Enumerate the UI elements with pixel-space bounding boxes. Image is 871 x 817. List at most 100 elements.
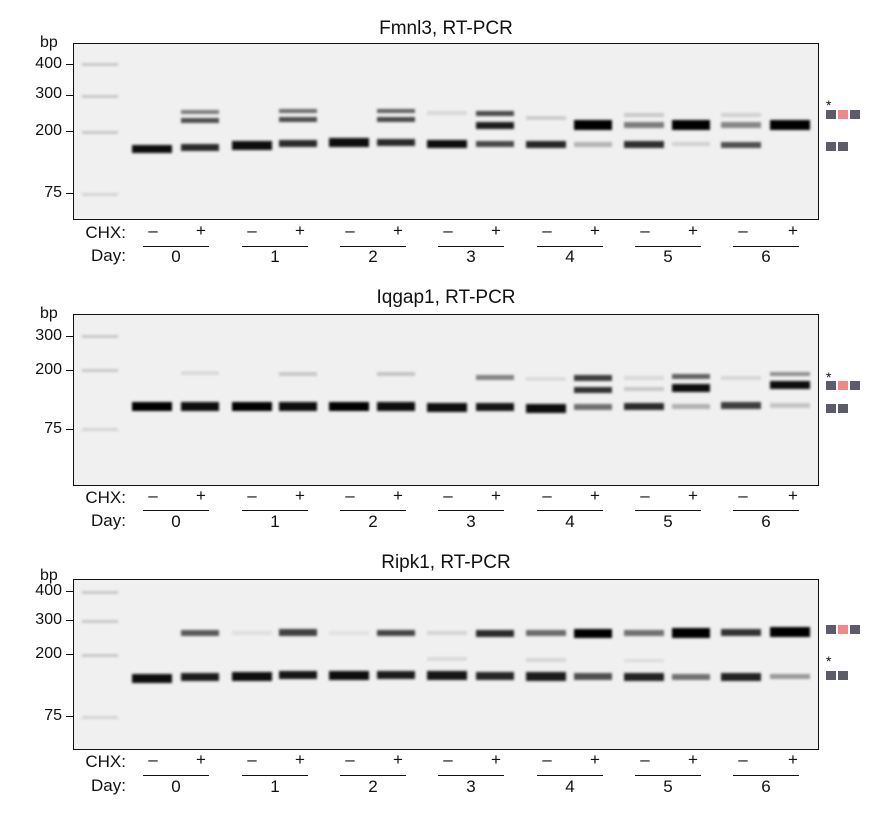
chx-sign: + bbox=[491, 221, 501, 240]
chx-sign: + bbox=[788, 750, 798, 769]
day-number: 2 bbox=[368, 512, 378, 531]
chx-sign: + bbox=[688, 221, 698, 240]
constitutive-exon bbox=[850, 625, 860, 634]
marker-tick bbox=[66, 95, 73, 96]
gel-panel-ripk1: Ripk1, RT-PCR bp 400 300 200 75 bbox=[0, 552, 871, 807]
day-underline bbox=[733, 510, 799, 511]
poison-exon bbox=[838, 110, 848, 119]
constitutive-exon bbox=[850, 110, 860, 119]
constitutive-exon bbox=[838, 671, 848, 680]
day-underline bbox=[537, 775, 603, 776]
day-number: 2 bbox=[368, 777, 378, 796]
chx-sign: – bbox=[345, 221, 355, 240]
day-underline bbox=[242, 510, 308, 511]
marker-label: 200 bbox=[35, 361, 62, 378]
day-number: 0 bbox=[171, 777, 181, 796]
constitutive-exon bbox=[826, 625, 836, 634]
day-number: 3 bbox=[466, 512, 476, 531]
day-underline bbox=[438, 246, 504, 247]
chx-sign: – bbox=[640, 486, 650, 505]
day-number: 5 bbox=[663, 247, 673, 266]
day-underline bbox=[635, 510, 701, 511]
exon-skipping-glyph bbox=[826, 671, 848, 680]
exon-inclusion-glyph bbox=[826, 110, 860, 119]
day-underline bbox=[242, 246, 308, 247]
exon-inclusion-glyph bbox=[826, 625, 860, 634]
chx-sign: – bbox=[640, 221, 650, 240]
chx-row-label: CHX: bbox=[85, 488, 126, 507]
chx-sign: – bbox=[443, 221, 453, 240]
poison-exon bbox=[838, 381, 848, 390]
day-number: 0 bbox=[171, 512, 181, 531]
chx-sign: + bbox=[393, 750, 403, 769]
chx-sign: – bbox=[738, 750, 748, 769]
gel-bands bbox=[82, 591, 810, 719]
marker-label: 75 bbox=[44, 420, 62, 437]
day-underline bbox=[438, 775, 504, 776]
constitutive-exon bbox=[826, 404, 836, 413]
chx-sign: – bbox=[247, 750, 257, 769]
constitutive-exon bbox=[826, 381, 836, 390]
day-underline bbox=[143, 246, 209, 247]
constitutive-exon bbox=[826, 142, 836, 151]
chx-sign: – bbox=[247, 486, 257, 505]
marker-label: 200 bbox=[35, 645, 62, 662]
day-number: 4 bbox=[565, 512, 575, 531]
day-number: 5 bbox=[663, 777, 673, 796]
chx-sign: – bbox=[247, 221, 257, 240]
marker-label: 75 bbox=[44, 184, 62, 201]
chx-sign: + bbox=[590, 750, 600, 769]
day-number: 3 bbox=[466, 777, 476, 796]
panel-title: Iqgap1, RT-PCR bbox=[376, 287, 516, 308]
chx-sign: – bbox=[640, 750, 650, 769]
bp-unit-label: bp bbox=[40, 567, 58, 584]
marker-label: 400 bbox=[35, 582, 62, 599]
gel-image bbox=[73, 579, 819, 750]
chx-sign: + bbox=[590, 221, 600, 240]
chx-sign: + bbox=[196, 221, 206, 240]
marker-label: 400 bbox=[35, 55, 62, 72]
chx-sign: – bbox=[738, 486, 748, 505]
chx-sign: + bbox=[295, 486, 305, 505]
chx-sign: – bbox=[443, 750, 453, 769]
chx-sign: – bbox=[148, 486, 158, 505]
exon-skipping-glyph bbox=[826, 142, 848, 151]
chx-sign: + bbox=[393, 221, 403, 240]
constitutive-exon bbox=[826, 671, 836, 680]
chx-row-label: CHX: bbox=[85, 752, 126, 771]
marker-tick bbox=[66, 193, 73, 194]
day-underline bbox=[242, 775, 308, 776]
day-number: 4 bbox=[565, 247, 575, 266]
marker-tick bbox=[66, 336, 73, 337]
gel-panel-fmnl3: Fmnl3, RT-PCR bp 400 300 200 75 bbox=[0, 18, 871, 268]
day-number: 3 bbox=[466, 247, 476, 266]
chx-sign: + bbox=[491, 750, 501, 769]
chx-sign: – bbox=[148, 750, 158, 769]
day-number: 2 bbox=[368, 247, 378, 266]
chx-sign: – bbox=[542, 750, 552, 769]
chx-sign: – bbox=[345, 750, 355, 769]
day-number: 1 bbox=[270, 512, 280, 531]
day-number: 0 bbox=[171, 247, 181, 266]
marker-tick bbox=[66, 64, 73, 65]
marker-tick bbox=[66, 716, 73, 717]
marker-label: 300 bbox=[35, 611, 62, 628]
day-underline bbox=[340, 246, 406, 247]
marker-label: 200 bbox=[35, 122, 62, 139]
chx-sign: + bbox=[788, 221, 798, 240]
gel-panel-iqgap1: Iqgap1, RT-PCR bp 300 200 75 bbox=[0, 287, 871, 537]
asterisk-marker: * bbox=[826, 369, 832, 385]
marker-label: 300 bbox=[35, 85, 62, 102]
day-underline bbox=[537, 510, 603, 511]
gel-bands bbox=[82, 335, 810, 431]
marker-label: 300 bbox=[35, 327, 62, 344]
chx-sign: + bbox=[590, 486, 600, 505]
chx-sign: – bbox=[542, 221, 552, 240]
gel-bands bbox=[82, 63, 810, 196]
asterisk-marker: * bbox=[826, 97, 832, 113]
chx-row-label: CHX: bbox=[85, 223, 126, 242]
marker-tick bbox=[66, 654, 73, 655]
gel-image bbox=[73, 43, 819, 220]
asterisk-marker: * bbox=[826, 653, 832, 669]
marker-tick bbox=[66, 620, 73, 621]
